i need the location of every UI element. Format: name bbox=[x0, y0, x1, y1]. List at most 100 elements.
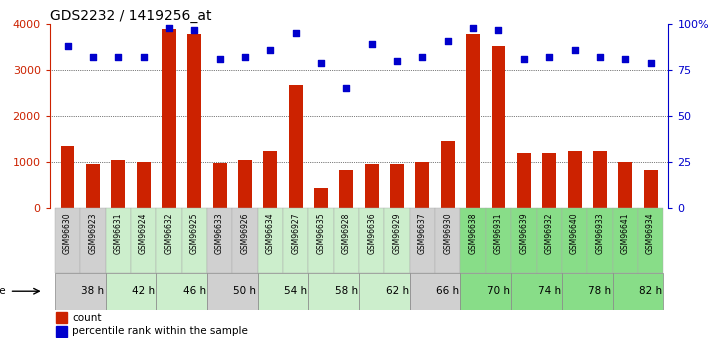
Bar bbox=[587, 208, 613, 273]
Bar bbox=[410, 273, 461, 309]
Point bbox=[442, 38, 454, 43]
Bar bbox=[181, 208, 207, 273]
Bar bbox=[207, 208, 232, 273]
Bar bbox=[105, 208, 131, 273]
Bar bbox=[339, 170, 353, 208]
Text: GSM96631: GSM96631 bbox=[114, 213, 123, 254]
Text: 74 h: 74 h bbox=[538, 286, 561, 296]
Bar bbox=[562, 208, 587, 273]
Text: 82 h: 82 h bbox=[639, 286, 662, 296]
Bar bbox=[359, 208, 385, 273]
Point bbox=[62, 43, 73, 49]
Text: time: time bbox=[0, 286, 6, 296]
Point bbox=[138, 55, 149, 60]
Point bbox=[543, 55, 555, 60]
Bar bbox=[466, 34, 480, 208]
Bar bbox=[137, 162, 151, 208]
Text: 46 h: 46 h bbox=[183, 286, 206, 296]
Bar bbox=[517, 152, 531, 208]
Bar bbox=[613, 208, 638, 273]
Bar bbox=[435, 208, 461, 273]
Text: GDS2232 / 1419256_at: GDS2232 / 1419256_at bbox=[50, 9, 211, 23]
Point bbox=[645, 60, 656, 66]
Point bbox=[594, 55, 606, 60]
Text: GSM96931: GSM96931 bbox=[494, 213, 503, 254]
Text: GSM96630: GSM96630 bbox=[63, 213, 72, 255]
Text: GSM96633: GSM96633 bbox=[215, 213, 224, 255]
Point bbox=[467, 25, 479, 31]
Point bbox=[87, 55, 99, 60]
Bar bbox=[55, 273, 105, 309]
Bar bbox=[187, 34, 201, 208]
Bar bbox=[390, 164, 404, 208]
Text: GSM96638: GSM96638 bbox=[469, 213, 478, 254]
Bar bbox=[105, 273, 156, 309]
Text: GSM96932: GSM96932 bbox=[545, 213, 554, 254]
Bar bbox=[156, 273, 207, 309]
Bar bbox=[491, 46, 506, 208]
Point bbox=[290, 31, 301, 36]
Bar bbox=[542, 152, 556, 208]
Text: GSM96641: GSM96641 bbox=[621, 213, 630, 254]
Bar bbox=[213, 163, 227, 208]
Bar bbox=[309, 208, 333, 273]
Text: 54 h: 54 h bbox=[284, 286, 307, 296]
Bar bbox=[156, 208, 181, 273]
Bar bbox=[162, 29, 176, 208]
Text: GSM96929: GSM96929 bbox=[392, 213, 402, 254]
Text: GSM96924: GSM96924 bbox=[139, 213, 148, 254]
Point bbox=[341, 86, 352, 91]
Text: GSM96926: GSM96926 bbox=[240, 213, 250, 254]
Bar bbox=[461, 208, 486, 273]
Text: percentile rank within the sample: percentile rank within the sample bbox=[72, 326, 248, 336]
Bar bbox=[314, 188, 328, 208]
Bar bbox=[511, 273, 562, 309]
Point bbox=[569, 47, 580, 52]
Bar bbox=[232, 208, 257, 273]
Bar bbox=[613, 273, 663, 309]
Bar bbox=[333, 208, 359, 273]
Bar bbox=[461, 273, 511, 309]
Bar bbox=[309, 273, 359, 309]
Bar bbox=[111, 160, 125, 208]
Point bbox=[417, 55, 428, 60]
Text: 70 h: 70 h bbox=[487, 286, 510, 296]
Text: GSM96635: GSM96635 bbox=[316, 213, 326, 255]
Bar bbox=[593, 151, 607, 208]
Bar bbox=[263, 151, 277, 208]
Bar bbox=[257, 273, 309, 309]
Point bbox=[619, 56, 631, 62]
Text: GSM96632: GSM96632 bbox=[164, 213, 173, 254]
Text: 42 h: 42 h bbox=[132, 286, 155, 296]
Text: GSM96639: GSM96639 bbox=[519, 213, 528, 255]
Bar bbox=[359, 273, 410, 309]
Text: GSM96928: GSM96928 bbox=[342, 213, 351, 254]
Point bbox=[188, 27, 200, 32]
Point bbox=[264, 47, 276, 52]
Bar bbox=[60, 146, 75, 208]
Point bbox=[112, 55, 124, 60]
Bar bbox=[56, 313, 67, 323]
Text: 38 h: 38 h bbox=[81, 286, 105, 296]
Text: 66 h: 66 h bbox=[437, 286, 459, 296]
Text: GSM96634: GSM96634 bbox=[266, 213, 275, 255]
Text: GSM96933: GSM96933 bbox=[595, 213, 604, 255]
Text: 62 h: 62 h bbox=[385, 286, 409, 296]
Point bbox=[366, 41, 378, 47]
Bar bbox=[80, 208, 105, 273]
Bar bbox=[238, 160, 252, 208]
Bar bbox=[86, 164, 100, 208]
Bar bbox=[486, 208, 511, 273]
Text: 50 h: 50 h bbox=[233, 286, 257, 296]
Bar bbox=[283, 208, 309, 273]
Bar bbox=[619, 162, 632, 208]
Bar bbox=[511, 208, 537, 273]
Point bbox=[240, 55, 251, 60]
Bar bbox=[643, 170, 658, 208]
Bar bbox=[537, 208, 562, 273]
Text: GSM96930: GSM96930 bbox=[443, 213, 452, 255]
Point bbox=[493, 27, 504, 32]
Bar bbox=[441, 141, 455, 208]
Bar bbox=[207, 273, 257, 309]
Text: GSM96925: GSM96925 bbox=[190, 213, 199, 254]
